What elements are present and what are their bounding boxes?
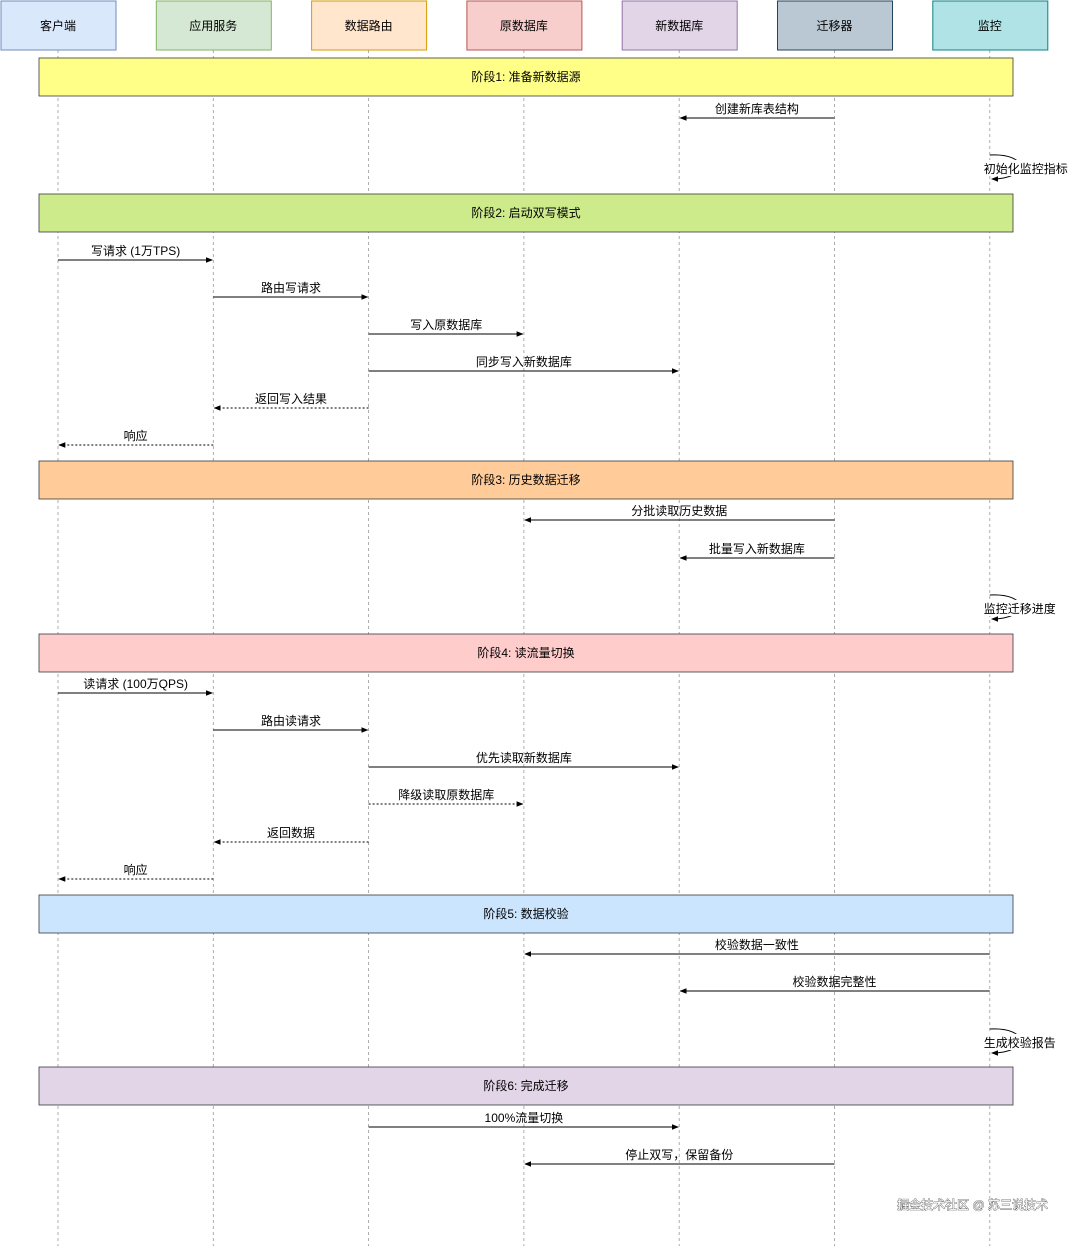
message-label: 批量写入新数据库	[709, 541, 805, 556]
phase-bar	[38, 894, 1014, 934]
participant-box	[0, 0, 117, 51]
message-label: 优先读取新数据库	[476, 750, 572, 765]
message-label: 返回数据	[267, 825, 315, 840]
message-label: 监控迁移进度	[984, 601, 1056, 616]
message-label: 响应	[124, 862, 148, 877]
watermark: 掘金技术社区 @ 苏三说技术	[897, 1197, 1048, 1212]
participant-label: 原数据库	[500, 18, 548, 33]
participant-box	[155, 0, 272, 51]
message-label: 创建新库表结构	[715, 101, 799, 116]
participant-label: 新数据库	[655, 18, 703, 33]
message-label: 校验数据一致性	[715, 937, 799, 952]
message-label: 生成校验报告	[984, 1035, 1056, 1050]
phase-bar	[38, 460, 1014, 500]
message-label: 路由读请求	[261, 713, 321, 728]
message-label: 100%流量切换	[485, 1111, 564, 1125]
message-label: 返回写入结果	[255, 392, 327, 406]
phase-label: 阶段1: 准备新数据源	[471, 69, 580, 84]
participant-box	[311, 0, 428, 51]
message-label: 初始化监控指标	[984, 161, 1068, 176]
phase-label: 阶段6: 完成迁移	[483, 1078, 568, 1093]
message-label: 写入原数据库	[410, 317, 482, 332]
phase-bar	[38, 57, 1014, 97]
participant-box	[777, 0, 893, 51]
participant-box	[621, 0, 738, 51]
participant-label: 监控	[978, 19, 1002, 33]
phase-bar	[38, 193, 1014, 233]
label-bg	[982, 600, 1075, 616]
message-label: 响应	[124, 428, 148, 443]
participant-label: 应用服务	[189, 18, 237, 33]
message-label: 分批读取历史数据	[631, 503, 727, 518]
phase-label: 阶段4: 读流量切换	[477, 645, 574, 660]
participant-label: 数据路由	[345, 18, 393, 33]
phase-label: 阶段2: 启动双写模式	[471, 205, 580, 220]
message-label: 写请求 (1万TPS)	[91, 244, 180, 258]
message-label: 停止双写，保留备份	[625, 1147, 733, 1162]
message-label: 降级读取原数据库	[398, 787, 494, 802]
participant-label: 迁移器	[816, 19, 852, 33]
participant-box	[932, 0, 1049, 51]
participant-label: 客户端	[40, 18, 76, 33]
message-label: 同步写入新数据库	[476, 354, 572, 369]
phase-label: 阶段5: 数据校验	[483, 906, 568, 921]
message-label: 校验数据完整性	[792, 974, 876, 989]
label-bg	[982, 1034, 1075, 1050]
message-label: 读请求 (100万QPS)	[83, 677, 188, 691]
phase-bar	[38, 1066, 1014, 1106]
phase-bar	[38, 633, 1014, 673]
label-bg	[982, 160, 1075, 176]
phase-label: 阶段3: 历史数据迁移	[471, 472, 580, 487]
participant-box	[466, 0, 583, 51]
message-label: 路由写请求	[261, 280, 321, 295]
